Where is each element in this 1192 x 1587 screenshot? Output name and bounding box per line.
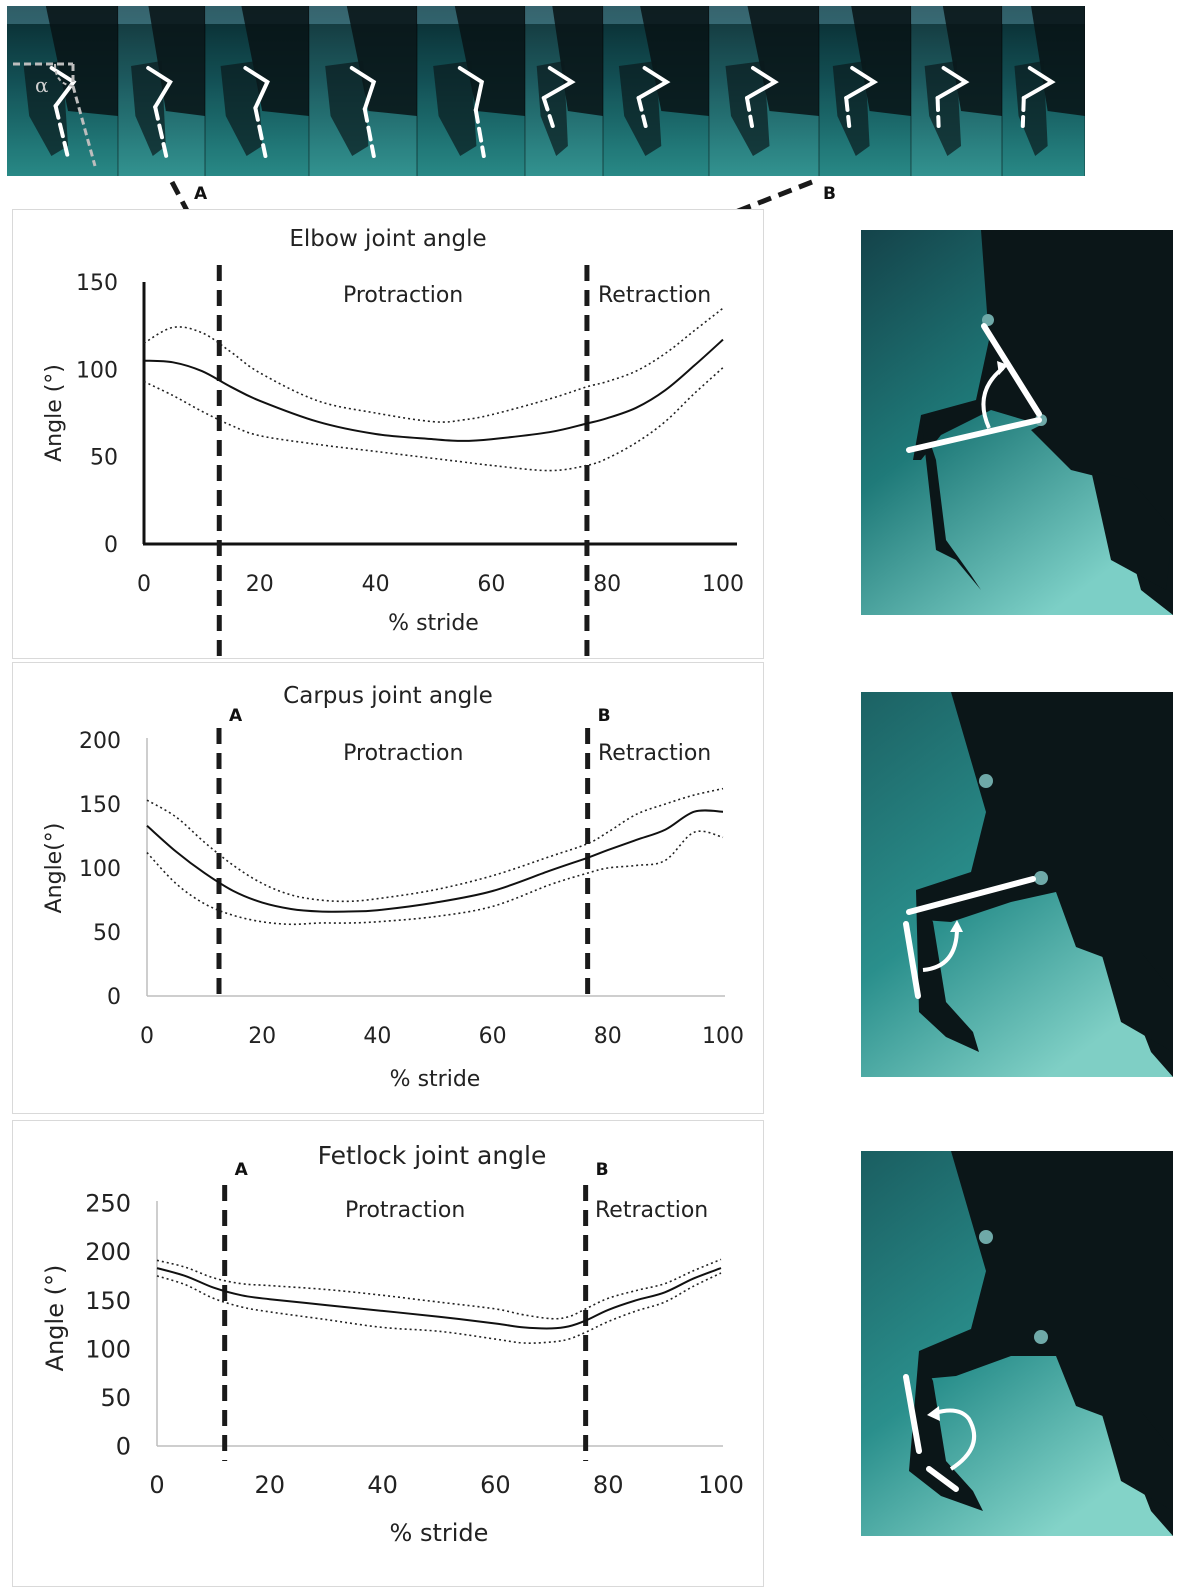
- sd-line-series-1: [156, 1258, 722, 1320]
- x-axis-label: % stride: [388, 611, 479, 636]
- fetlock-angle-chart: Fetlock joint angle 0 50 100 150 200 250 0 20 40 6…: [41, 1141, 744, 1547]
- carpus-joint-photo: [861, 692, 1173, 1077]
- stride-video-filmstrip: α: [7, 6, 1085, 176]
- video-frame-6: [525, 6, 604, 176]
- mean-line-series: [143, 338, 724, 442]
- limb-overlay: [745, 66, 779, 128]
- sd-line-series-1: [143, 307, 724, 423]
- y-tick-label: 150: [85, 1287, 131, 1315]
- y-tick-label: 0: [116, 1433, 131, 1461]
- video-frame-4: [309, 6, 418, 176]
- sd-line-series-2: [146, 830, 724, 926]
- video-frame-1: [7, 6, 119, 176]
- x-tick-label: 20: [248, 1024, 276, 1049]
- y-tick-label: 150: [76, 271, 118, 296]
- video-frame-3: [205, 6, 310, 176]
- x-tick-label: 100: [698, 1471, 744, 1499]
- carpus-angle-chart: Carpus joint angle 0 50 100 150 200 0 20 40 60 80 1…: [42, 683, 744, 1092]
- y-tick-label: 250: [85, 1190, 131, 1218]
- x-axis-label: % stride: [390, 1067, 481, 1092]
- elbow-angle-chart: Elbow joint angle 0 50 100 150 0 20 40 60 80 100 % …: [42, 226, 744, 658]
- phase-marker-label: B: [598, 706, 611, 726]
- marker-b-label: B: [823, 184, 836, 204]
- elbow-joint-photo: [861, 230, 1173, 615]
- y-tick-label: 100: [79, 857, 121, 882]
- y-axis-label: Angle (°): [41, 1265, 69, 1372]
- limb-overlay: [243, 66, 270, 158]
- phase-label-protraction: Protraction: [343, 741, 463, 766]
- fetlock-joint-photo: [861, 1151, 1173, 1536]
- x-tick-label: 40: [363, 1024, 391, 1049]
- y-tick-label: 100: [76, 358, 118, 383]
- x-tick-label: 80: [593, 572, 621, 597]
- elbow-chart-panel: Elbow joint angle 0 50 100 150 0 20 40 60 80 100 % …: [12, 209, 764, 659]
- mean-line-series: [146, 809, 724, 913]
- phase-label-retraction: Retraction: [595, 1198, 708, 1223]
- x-tick-label: 0: [140, 1024, 154, 1049]
- chart-title: Carpus joint angle: [283, 683, 493, 709]
- y-tick-label: 200: [85, 1238, 131, 1266]
- marker-a-label: A: [194, 184, 208, 204]
- y-tick-label: 0: [104, 533, 118, 558]
- x-tick-label: 40: [362, 572, 390, 597]
- chart-title: Elbow joint angle: [289, 226, 486, 252]
- x-tick-label: 80: [594, 1024, 622, 1049]
- y-tick-label: 50: [93, 921, 121, 946]
- video-frame-10: [911, 6, 1003, 176]
- carpus-chart-panel: Carpus joint angle 0 50 100 150 200 0 20 40 60 80 1…: [12, 662, 764, 1114]
- phase-label-protraction: Protraction: [345, 1198, 465, 1223]
- limb-overlay: [1020, 66, 1056, 128]
- limb-overlay: [541, 66, 576, 128]
- sd-line-series-2: [143, 367, 724, 472]
- y-axis-label: Angle (°): [42, 364, 67, 462]
- x-tick-label: 20: [255, 1471, 286, 1499]
- alpha-angle-marker: α: [13, 62, 97, 167]
- y-tick-label: 50: [90, 446, 118, 471]
- video-frame-8: [709, 6, 820, 176]
- phase-label-retraction: Retraction: [598, 741, 711, 766]
- y-tick-label: 200: [79, 729, 121, 754]
- x-tick-label: 80: [593, 1471, 624, 1499]
- x-tick-label: 20: [246, 572, 274, 597]
- x-axis-label: % stride: [390, 1519, 489, 1547]
- x-tick-label: 0: [149, 1471, 164, 1499]
- x-tick-label: 60: [477, 572, 505, 597]
- limb-overlay: [457, 66, 486, 158]
- video-frame-7: [603, 6, 710, 176]
- video-frame-2: [118, 6, 206, 176]
- limb-overlay: [146, 66, 173, 158]
- video-frame-11: [1002, 6, 1085, 176]
- x-tick-label: 60: [480, 1471, 511, 1499]
- phase-marker-label: A: [235, 1160, 249, 1180]
- x-tick-label: 100: [702, 1024, 744, 1049]
- mean-line-series: [156, 1267, 722, 1330]
- phase-marker-label: B: [596, 1160, 609, 1180]
- limb-overlay: [349, 66, 377, 158]
- sd-line-series-1: [146, 787, 724, 903]
- phase-marker-label: A: [229, 706, 243, 726]
- y-axis-label: Angle(°): [42, 823, 67, 914]
- x-tick-label: 40: [367, 1471, 398, 1499]
- video-frame-5: [417, 6, 526, 176]
- alpha-symbol: α: [35, 73, 49, 97]
- phase-label-retraction: Retraction: [598, 283, 711, 308]
- x-tick-label: 100: [702, 572, 744, 597]
- y-tick-label: 0: [107, 985, 121, 1010]
- limb-overlay: [844, 66, 879, 128]
- video-frame-9: [819, 6, 912, 176]
- sd-line-series-2: [156, 1272, 722, 1344]
- chart-title: Fetlock joint angle: [318, 1141, 547, 1170]
- limb-overlay: [935, 66, 970, 128]
- y-tick-label: 50: [100, 1384, 131, 1412]
- y-tick-label: 100: [85, 1335, 131, 1363]
- x-tick-label: 60: [479, 1024, 507, 1049]
- phase-label-protraction: Protraction: [343, 283, 463, 308]
- y-tick-label: 150: [79, 793, 121, 818]
- x-tick-label: 0: [137, 572, 151, 597]
- fetlock-chart-panel: Fetlock joint angle 0 50 100 150 200 250 0 20 40 6…: [12, 1120, 764, 1587]
- limb-overlay: [636, 66, 671, 128]
